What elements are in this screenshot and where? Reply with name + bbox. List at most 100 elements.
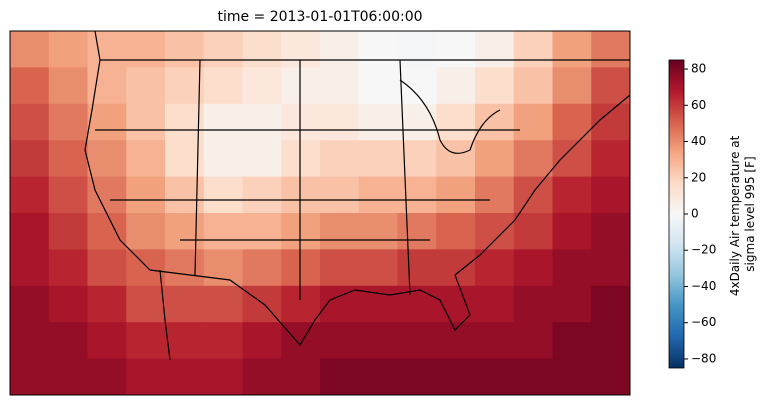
- colorbar-tick-label: −80: [691, 351, 716, 365]
- cell: [358, 103, 398, 141]
- cell: [242, 67, 282, 105]
- cell: [475, 103, 515, 141]
- cell: [552, 358, 592, 396]
- cell: [475, 249, 515, 287]
- colorbar-label-line: 4xDaily Air temperature at: [728, 135, 742, 296]
- cell: [242, 358, 282, 396]
- cell: [48, 140, 88, 178]
- cell: [552, 249, 592, 287]
- cell: [281, 213, 321, 250]
- cell: [165, 358, 205, 396]
- cell: [10, 140, 50, 178]
- cell: [358, 322, 398, 360]
- cell: [242, 140, 282, 178]
- cell: [126, 285, 166, 323]
- cell: [281, 31, 321, 68]
- cell: [397, 249, 437, 287]
- cell: [281, 103, 321, 141]
- cell: [513, 213, 553, 250]
- cell: [320, 67, 360, 105]
- cell: [242, 31, 282, 68]
- cell: [552, 285, 592, 323]
- cell: [436, 31, 476, 68]
- cell: [552, 140, 592, 178]
- cell: [513, 140, 553, 178]
- cell: [436, 176, 476, 214]
- cell: [48, 322, 88, 360]
- cell: [436, 103, 476, 141]
- cell: [320, 358, 360, 396]
- cell: [10, 213, 50, 250]
- cell: [513, 67, 553, 105]
- cell: [87, 31, 127, 68]
- cell: [397, 322, 437, 360]
- cell: [87, 285, 127, 323]
- colorbar-tick-label: 20: [691, 170, 706, 184]
- cell: [126, 176, 166, 214]
- cell: [48, 67, 88, 105]
- cell: [48, 249, 88, 287]
- cell: [552, 176, 592, 214]
- cell: [87, 140, 127, 178]
- cell: [126, 358, 166, 396]
- cell: [203, 285, 243, 323]
- cell: [281, 176, 321, 214]
- cell: [397, 67, 437, 105]
- cell: [126, 67, 166, 105]
- colorbar-tick-label: −40: [691, 279, 716, 293]
- cell: [436, 67, 476, 105]
- cell: [126, 31, 166, 68]
- cell: [203, 358, 243, 396]
- cell: [10, 249, 50, 287]
- cell: [48, 358, 88, 396]
- cell: [320, 31, 360, 68]
- cell: [475, 140, 515, 178]
- chart-title: time = 2013-01-01T06:00:00: [217, 9, 422, 25]
- cell: [591, 31, 631, 68]
- cell: [513, 285, 553, 323]
- cell: [513, 249, 553, 287]
- map-frame: [9, 30, 631, 396]
- cell: [397, 103, 437, 141]
- cell: [513, 322, 553, 360]
- cell: [281, 285, 321, 323]
- cell: [126, 140, 166, 178]
- cell: [475, 358, 515, 396]
- cell: [552, 103, 592, 141]
- cell: [475, 213, 515, 250]
- cell: [48, 103, 88, 141]
- cell: [552, 322, 592, 360]
- cell: [281, 140, 321, 178]
- colorbar-label: 4xDaily Air temperature at sigma level 9…: [728, 132, 757, 296]
- cell: [242, 322, 282, 360]
- cell: [591, 176, 631, 214]
- colorbar-tick-label: 60: [691, 98, 706, 112]
- cell: [48, 176, 88, 214]
- cell: [436, 140, 476, 178]
- colorbar-tick-label: 40: [691, 134, 706, 148]
- cell: [358, 140, 398, 178]
- colorbar-tick-label: 0: [691, 207, 699, 221]
- map-raster: [10, 31, 631, 396]
- cell: [10, 285, 50, 323]
- colorbar: [668, 59, 685, 369]
- cell: [591, 213, 631, 250]
- cell: [165, 249, 205, 287]
- cell: [281, 67, 321, 105]
- cell: [591, 67, 631, 105]
- cell: [48, 285, 88, 323]
- cell: [320, 213, 360, 250]
- cell: [281, 358, 321, 396]
- cell: [87, 103, 127, 141]
- cell: [358, 176, 398, 214]
- cell: [203, 67, 243, 105]
- cell: [242, 249, 282, 287]
- cell: [10, 103, 50, 141]
- cell: [165, 31, 205, 68]
- cell: [397, 358, 437, 396]
- cell: [87, 176, 127, 214]
- cell: [126, 322, 166, 360]
- cell: [358, 67, 398, 105]
- cell: [203, 213, 243, 250]
- cell: [591, 358, 631, 396]
